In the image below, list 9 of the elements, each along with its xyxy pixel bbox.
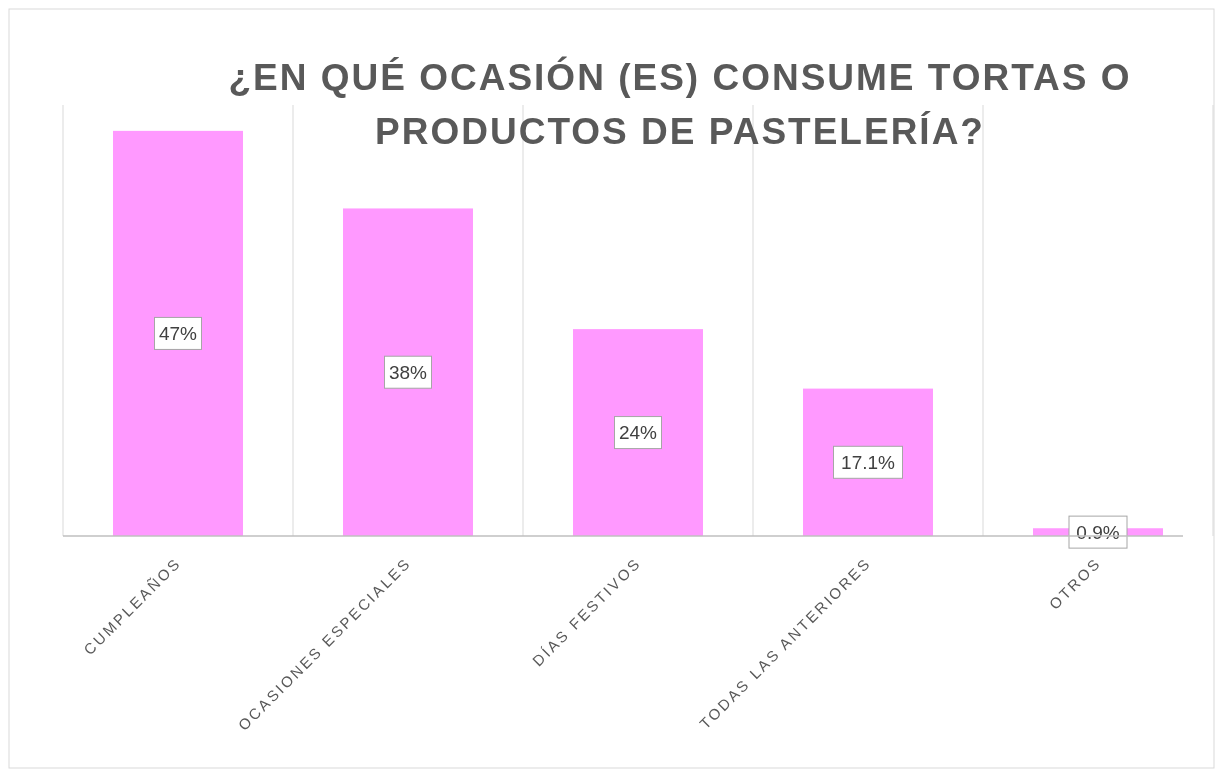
data-label: 24% — [618, 422, 658, 444]
bar — [573, 329, 703, 536]
data-label: 0.9% — [1076, 521, 1120, 543]
bar — [343, 208, 473, 536]
data-label: 38% — [388, 361, 428, 383]
data-label: 17.1% — [841, 451, 896, 473]
data-label: 47% — [158, 323, 198, 345]
chart-title: ¿EN QUÉ OCASIÓN (ES) CONSUME TORTAS O PRODUCTOS DE PASTELERÍA? — [228, 56, 1132, 152]
bar — [113, 130, 243, 536]
